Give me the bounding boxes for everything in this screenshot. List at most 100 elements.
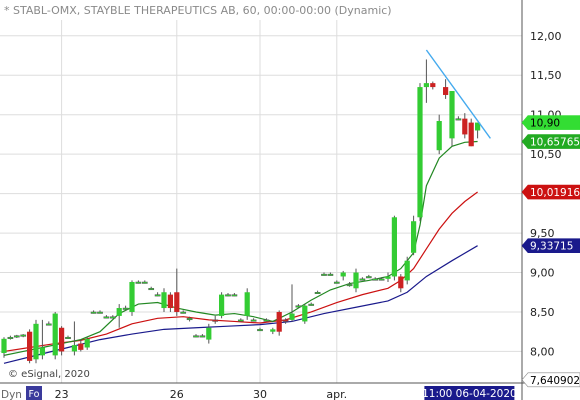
candle-body [231,294,238,297]
trendline [425,49,491,139]
candle-body [186,318,193,321]
credit-text: © eSignal, 2020 [8,369,90,380]
candle-body [276,311,282,332]
ma-green-line [3,140,478,356]
time-label-box [424,386,515,400]
x-tick-label: apr. [326,388,347,400]
x-tick-label: 26 [170,388,184,400]
candle-body [103,316,110,319]
corner-label-dyn: Dyn [1,389,22,400]
candle-body [359,278,366,281]
resistance-trendline [425,49,491,139]
value-label-tag [521,238,580,253]
candle-body [109,316,116,319]
value-label-text: 10,90 [530,118,560,130]
candle-body [353,272,359,289]
candle-body [289,313,295,320]
candle-body [27,331,33,361]
candle-body [135,281,142,284]
candle-body [346,284,353,287]
y-tick-label: 9,50 [530,227,555,240]
candle-body [45,323,52,326]
candle-body [449,91,455,139]
value-label-text: 9,33715 [530,241,573,253]
y-tick-label: 10,50 [530,148,562,161]
candle-body [7,336,14,339]
candle-body [282,319,289,322]
candle-body [1,338,7,354]
candle-body [193,335,199,338]
candle-body [90,311,97,314]
candle-body [206,327,212,340]
candle-body [257,329,263,332]
corner-badge-box [26,386,42,400]
candle-body [20,334,27,337]
candle-body [295,305,302,308]
candle-body [475,122,481,131]
candle-body [333,281,340,284]
value-label-tag [521,134,580,149]
candle-body [161,292,167,309]
candle-body [455,118,462,121]
x-tick-label: 23 [55,388,69,400]
corner-badge-text: Fo [29,389,40,400]
candle-body [78,343,84,350]
candle-body [212,319,219,322]
candle-body [174,292,180,312]
candle-body [404,260,410,281]
candle-body [308,303,315,306]
chart-title: * STABL-OMX, STAYBLE THERAPEUTICS AB, 60… [4,4,392,17]
candle-body [116,308,122,316]
candle-body [219,294,225,316]
candle-body [52,313,58,356]
value-label-text: 7,640902 [530,375,580,387]
candle-body [263,319,270,322]
candle-body [65,336,71,339]
candle-body [148,288,155,291]
candle-body [180,311,187,314]
candle-body [411,221,417,253]
candle-body [398,276,404,289]
candle-body [340,272,346,277]
candle-body [13,335,20,338]
candle-body [154,294,161,297]
candle-body [436,121,442,151]
candle-body [59,327,65,352]
candle-body [468,122,474,147]
candle-body [430,83,436,88]
candles [1,59,481,364]
candle-body [302,305,308,322]
candle-body [250,319,257,322]
value-label-text: 10,657658 [530,137,580,149]
candle-body [327,273,334,276]
y-tick-label: 9,00 [530,267,555,280]
value-label-tag [521,184,580,200]
candle-body [199,335,206,338]
candle-body [462,118,468,135]
candle-body [423,83,429,88]
y-tick-label: 8,00 [530,345,555,358]
candle-body [167,294,173,309]
y-tick-label: 11,50 [530,69,562,82]
candle-body [71,345,77,352]
candle-body [443,87,449,95]
x-tick-label: 30 [253,388,267,400]
candle-body [385,276,391,279]
candle-body [372,278,379,281]
candle-body [391,217,397,277]
value-label-tag [521,115,580,130]
moving-averages [3,140,478,364]
candle-body [97,311,103,314]
candle-body [39,347,45,356]
candle-body [244,292,250,316]
candle-body [378,278,385,281]
candle-body [141,281,148,284]
candle-body [129,281,135,312]
candle-body [314,292,321,294]
candle-body [365,276,372,279]
candle-body [270,329,276,332]
time-label-text: 11:00 06-04-2020 [422,388,517,400]
candle-body [33,323,39,360]
